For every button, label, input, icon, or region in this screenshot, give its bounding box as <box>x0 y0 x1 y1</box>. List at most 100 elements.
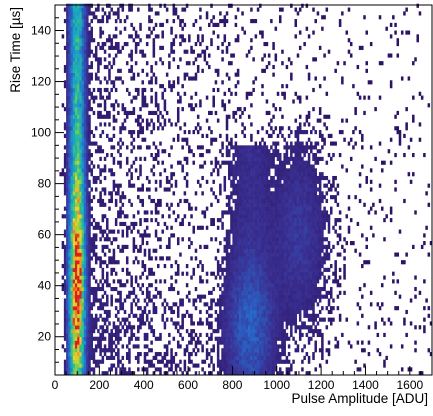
heatmap-cell <box>88 7 91 12</box>
heatmap-cell <box>70 294 74 299</box>
heatmap-cell <box>199 145 202 150</box>
heatmap-cell <box>168 179 171 184</box>
heatmap-cell <box>254 359 258 364</box>
heatmap-cell <box>81 313 85 318</box>
heatmap-cell <box>101 130 105 135</box>
heatmap-cell <box>263 53 266 58</box>
heatmap-cell <box>296 156 300 161</box>
heatmap-cell <box>130 175 133 181</box>
heatmap-cell <box>77 275 80 280</box>
heatmap-cell <box>63 160 67 165</box>
heatmap-cell <box>90 340 93 345</box>
heatmap-cell <box>199 26 202 31</box>
heatmap-cell <box>252 302 255 307</box>
heatmap-cell <box>79 252 82 257</box>
heatmap-cell <box>247 264 251 269</box>
heatmap-cell <box>86 317 89 322</box>
heatmap-cell <box>205 348 209 353</box>
heatmap-cell <box>63 145 67 150</box>
heatmap-cell <box>163 221 167 227</box>
heatmap-cell <box>234 298 238 303</box>
heatmap-cell <box>114 19 118 24</box>
heatmap-cell <box>99 149 102 154</box>
heatmap-cell <box>234 244 238 249</box>
heatmap-cell <box>134 244 138 249</box>
heatmap-cell <box>68 298 71 303</box>
heatmap-cell <box>254 34 258 39</box>
heatmap-cell <box>163 103 167 108</box>
heatmap-cell <box>276 264 280 269</box>
heatmap-cell <box>230 283 233 288</box>
heatmap-cell <box>99 26 102 31</box>
heatmap-cell <box>123 110 127 116</box>
heatmap-cell <box>68 141 71 146</box>
heatmap-cell <box>99 325 102 330</box>
heatmap-cell <box>81 355 85 360</box>
heatmap-cell <box>88 286 91 292</box>
heatmap-cell <box>119 49 122 54</box>
heatmap-cell <box>216 271 220 276</box>
heatmap-cell <box>172 371 176 376</box>
heatmap-cell <box>298 164 302 169</box>
heatmap-cell <box>263 329 266 334</box>
heatmap-cell <box>267 321 271 326</box>
heatmap-cell <box>265 153 269 158</box>
heatmap-cell <box>227 76 231 81</box>
heatmap-cell <box>159 332 162 338</box>
heatmap-cell <box>259 160 262 165</box>
heatmap-cell <box>296 252 300 257</box>
heatmap-cell <box>132 214 136 219</box>
heatmap-cell <box>276 187 280 192</box>
heatmap-cell <box>210 371 213 376</box>
heatmap-cell <box>256 218 260 223</box>
heatmap-cell <box>66 325 69 330</box>
heatmap-cell <box>86 332 89 338</box>
heatmap-cell <box>225 267 229 272</box>
heatmap-cell <box>219 313 222 318</box>
heatmap-cell <box>243 168 247 173</box>
heatmap-cell <box>278 241 282 246</box>
heatmap-cell <box>86 321 89 326</box>
heatmap-cell <box>274 279 278 284</box>
heatmap-cell <box>72 164 76 169</box>
heatmap-cell <box>281 114 284 119</box>
heatmap-cell <box>247 283 251 288</box>
heatmap-cell <box>86 103 89 108</box>
heatmap-cell <box>137 118 140 123</box>
heatmap-cell <box>272 210 275 215</box>
heatmap-cell <box>145 371 149 376</box>
heatmap-cell <box>196 114 200 119</box>
heatmap-cell <box>301 183 304 188</box>
heatmap-cell <box>68 22 71 27</box>
heatmap-cell <box>77 371 80 376</box>
heatmap-cell <box>66 26 69 31</box>
heatmap-cell <box>165 348 169 353</box>
heatmap-cell <box>303 294 306 299</box>
heatmap-cell <box>276 302 280 307</box>
heatmap-cell <box>221 302 224 307</box>
heatmap-cell <box>152 355 156 360</box>
heatmap-cell <box>250 45 253 50</box>
heatmap-cell <box>241 164 244 169</box>
heatmap-cell <box>276 195 280 200</box>
heatmap-cell <box>103 202 107 207</box>
heatmap-cell <box>145 210 149 215</box>
heatmap-cell <box>94 325 98 330</box>
heatmap-cell <box>106 38 109 43</box>
heatmap-cell <box>72 260 76 265</box>
heatmap-cell <box>99 260 102 265</box>
heatmap-cell <box>117 336 120 341</box>
heatmap-cell <box>283 348 286 353</box>
heatmap-cell <box>250 306 253 311</box>
heatmap-cell <box>225 340 229 345</box>
heatmap-cell <box>185 344 189 349</box>
heatmap-cell <box>201 164 204 169</box>
heatmap-cell <box>230 252 233 257</box>
heatmap-cell <box>216 68 220 73</box>
heatmap-cell <box>130 49 133 54</box>
heatmap-cell <box>63 7 67 12</box>
heatmap-cell <box>148 309 151 315</box>
heatmap-cell <box>261 206 264 211</box>
heatmap-cell <box>278 7 282 12</box>
heatmap-cell <box>245 175 249 181</box>
